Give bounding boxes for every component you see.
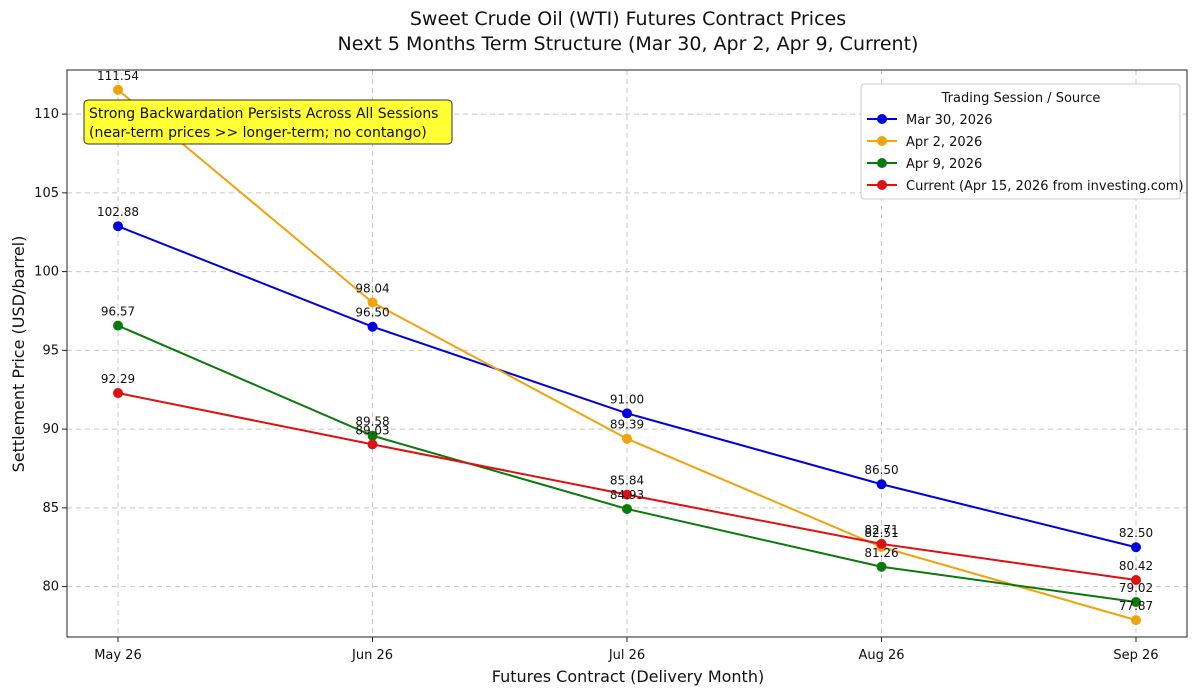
series-apr-9-2026-point: [876, 561, 887, 572]
series-apr-2-2026-point: [622, 433, 632, 444]
data-label: 98.04: [355, 281, 389, 295]
series-apr-9-2026: [113, 320, 1141, 608]
data-label: 96.57: [101, 305, 135, 319]
x-axis-label: Futures Contract (Delivery Month): [492, 667, 764, 686]
series-layer: [113, 84, 1141, 626]
legend-items: Mar 30, 2026 Apr 2, 2026 Apr 9, 2026 Curren…: [867, 113, 1184, 194]
series-current-apr-15-2026-from-investing-com-point: [113, 388, 123, 399]
y-tick-label: 95: [42, 343, 59, 358]
y-tick-label: 105: [34, 186, 59, 201]
y-tick-label: 80: [42, 580, 59, 595]
series-current-apr-15-2026-from-investing-com-point: [876, 538, 887, 549]
legend-swatch-marker: [877, 136, 887, 146]
x-tick-label: May 26: [94, 648, 142, 663]
series-current-apr-15-2026-from-investing-com-point: [1131, 574, 1141, 585]
legend-swatch-marker: [877, 114, 887, 124]
y-tick-label: 85: [42, 501, 59, 516]
legend-label: Current (Apr 15, 2026 from investing.com…: [906, 179, 1184, 194]
chart-title: Sweet Crude Oil (WTI) Futures Contract P…: [410, 8, 846, 30]
data-label: 84.93: [610, 488, 644, 502]
x-tick-label: Jul 26: [608, 648, 645, 663]
data-label: 85.84: [610, 474, 644, 488]
legend-item: Mar 30, 2026: [867, 113, 993, 128]
series-mar-30-2026: [113, 221, 1141, 553]
x-tick-label: Jun 26: [351, 648, 393, 663]
x-tick-label: Sep 26: [1113, 648, 1158, 663]
x-tick-label: Aug 26: [858, 648, 904, 663]
data-labels-layer: 102.88 96.50 91.00 86.50 82.50 111.54 98.04 89.…: [97, 69, 1153, 613]
series-mar-30-2026-point: [367, 321, 378, 332]
series-mar-30-2026-point: [622, 408, 632, 419]
series-apr-9-2026-point: [367, 430, 378, 441]
annotation-background: [83, 99, 453, 145]
legend: Trading Session / Source Mar 30, 2026 Apr…: [860, 83, 1184, 200]
data-label: 89.39: [610, 418, 644, 432]
series-mar-30-2026-point: [876, 479, 887, 490]
series-apr-2-2026: [113, 84, 1141, 626]
series-apr-9-2026-point: [622, 503, 632, 514]
plot-frame: [66, 69, 1188, 638]
data-label: 92.29: [101, 372, 135, 386]
series-apr-2-2026-point: [1131, 615, 1141, 626]
legend-item: Current (Apr 15, 2026 from investing.com…: [867, 179, 1184, 194]
annotation-box: Strong Backwardation Persists Across All…: [83, 99, 453, 145]
series-mar-30-2026-point: [113, 221, 123, 232]
y-axis-label: Settlement Price (USD/barrel): [9, 236, 28, 473]
y-tick-label: 90: [42, 422, 59, 437]
data-label: 80.42: [1119, 559, 1153, 573]
data-label: 96.50: [355, 306, 389, 320]
y-axis-ticks: 80 85 90 95 100 105 110: [34, 107, 67, 595]
chart-subtitle: Next 5 Months Term Structure (Mar 30, Ap…: [338, 33, 919, 55]
series-current-apr-15-2026-from-investing-com: [113, 388, 1141, 585]
data-label: 89.58: [355, 415, 389, 429]
series-current-apr-15-2026-from-investing-com-point: [622, 489, 632, 500]
legend-box: [860, 83, 1181, 200]
y-tick-label: 110: [34, 107, 59, 122]
data-label: 82.51: [864, 526, 898, 540]
legend-title: Trading Session / Source: [941, 91, 1101, 106]
data-label: 111.54: [97, 69, 139, 83]
series-current-apr-15-2026-from-investing-com-point: [367, 439, 378, 450]
legend-label: Mar 30, 2026: [906, 113, 993, 128]
legend-swatch-marker: [877, 158, 887, 168]
series-apr-9-2026-point: [113, 320, 123, 331]
data-label: 91.00: [610, 392, 644, 406]
data-label: 79.02: [1119, 581, 1153, 595]
legend-label: Apr 2, 2026: [906, 135, 982, 150]
legend-swatch-marker: [877, 180, 887, 190]
series-apr-2-2026-point: [367, 297, 378, 308]
legend-label: Apr 9, 2026: [906, 157, 982, 172]
data-label: 102.88: [97, 205, 139, 219]
legend-item: Apr 9, 2026: [867, 157, 982, 172]
data-label: 86.50: [864, 463, 898, 477]
data-label: 81.26: [864, 546, 898, 560]
annotation-line-1: Strong Backwardation Persists Across All…: [89, 106, 438, 122]
legend-item: Apr 2, 2026: [867, 135, 982, 150]
data-label: 82.50: [1119, 526, 1153, 540]
data-label: 77.87: [1119, 599, 1153, 613]
annotation-line-2: (near-term prices >> longer-term; no con…: [89, 125, 427, 141]
data-label: 82.71: [864, 523, 898, 537]
series-mar-30-2026-point: [1131, 542, 1141, 553]
series-apr-9-2026-point: [1131, 597, 1141, 608]
y-tick-label: 100: [34, 265, 59, 280]
data-label: 89.03: [355, 423, 389, 437]
x-axis-ticks: May 26 Jun 26 Jul 26 Aug 26 Sep 26: [94, 637, 1159, 663]
series-apr-2-2026-point: [113, 84, 123, 95]
